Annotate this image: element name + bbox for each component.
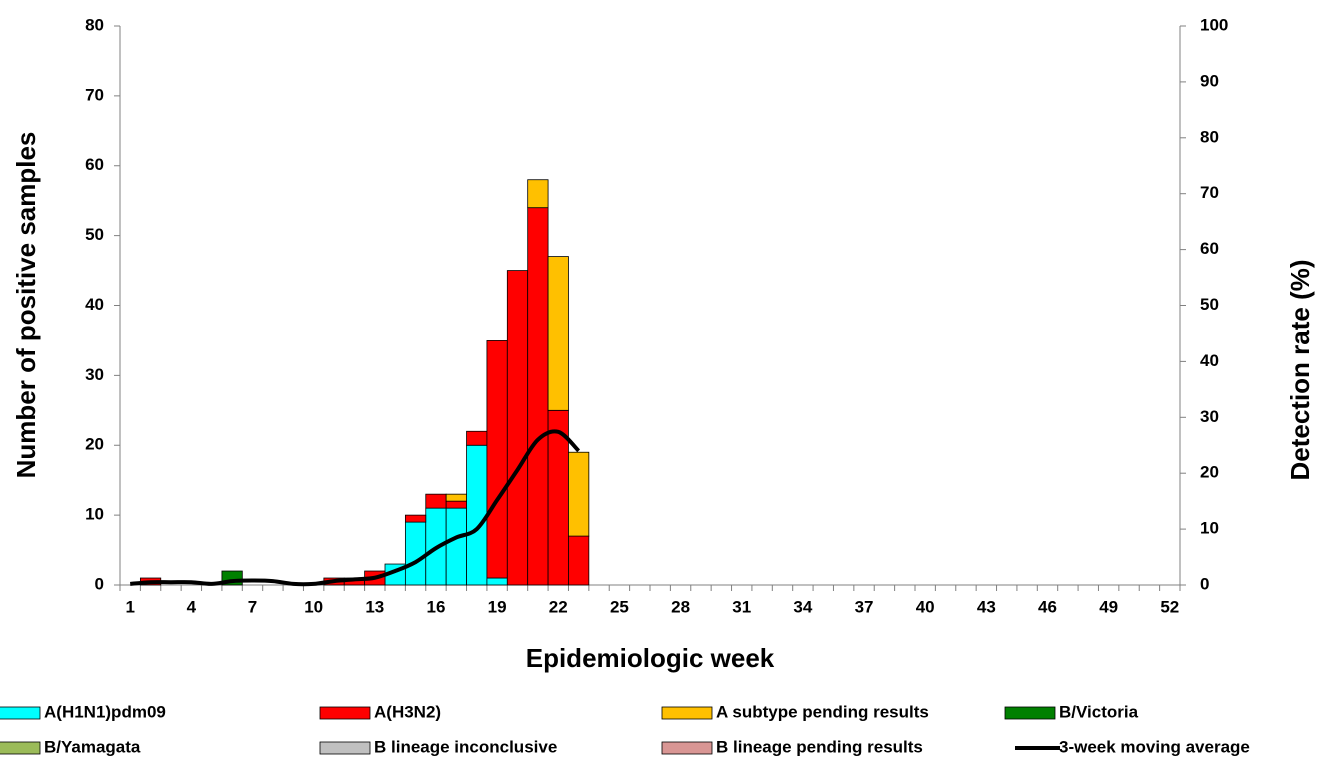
y2-tick-label: 90 bbox=[1200, 71, 1219, 90]
bar bbox=[568, 535, 590, 586]
legend-swatch bbox=[0, 706, 41, 720]
x-tick-label: 19 bbox=[488, 597, 507, 616]
y-tick-label: 50 bbox=[85, 225, 104, 244]
x-tick-label: 40 bbox=[916, 597, 935, 616]
y-tick-label: 80 bbox=[85, 15, 104, 34]
bar bbox=[506, 270, 529, 586]
x-tick-label: 43 bbox=[977, 597, 996, 616]
legend-label: A(H3N2) bbox=[374, 702, 441, 721]
x-tick-label: 1 bbox=[125, 597, 134, 616]
legend-swatch bbox=[661, 741, 713, 755]
x-tick-label: 10 bbox=[304, 597, 323, 616]
x-tick-label: 46 bbox=[1038, 597, 1057, 616]
bar bbox=[486, 340, 508, 579]
y2-tick-label: 60 bbox=[1200, 239, 1219, 258]
line bbox=[130, 429, 581, 587]
x-tick-label: 31 bbox=[732, 597, 751, 616]
bar bbox=[466, 430, 488, 446]
y2-tick-label: 10 bbox=[1200, 519, 1219, 538]
bar bbox=[486, 577, 508, 586]
y2-tick-label: 70 bbox=[1200, 183, 1219, 202]
y2-tick-label: 50 bbox=[1200, 295, 1219, 314]
y-tick-label: 20 bbox=[85, 435, 104, 454]
x-tick-label: 52 bbox=[1160, 597, 1179, 616]
bar bbox=[547, 256, 569, 411]
y-tick-label: 10 bbox=[85, 505, 104, 524]
x-tick-label: 28 bbox=[671, 597, 690, 616]
y-tick-label: 0 bbox=[95, 574, 104, 593]
legend-swatch bbox=[319, 706, 371, 720]
x-tick-label: 13 bbox=[365, 597, 384, 616]
legend-label: B/Victoria bbox=[1059, 702, 1139, 721]
legend-label: B lineage pending results bbox=[716, 737, 923, 756]
legend-label: 3-week moving average bbox=[1059, 737, 1250, 756]
y2-tick-label: 100 bbox=[1200, 15, 1228, 34]
legend-swatch bbox=[319, 741, 371, 755]
y2-tick-label: 20 bbox=[1200, 463, 1219, 482]
x-tick-label: 22 bbox=[549, 597, 568, 616]
legend-swatch bbox=[1004, 706, 1056, 720]
x-tick-label: 37 bbox=[855, 597, 874, 616]
bar bbox=[527, 207, 549, 586]
x-tick-label: 7 bbox=[248, 597, 257, 616]
bar bbox=[425, 493, 447, 509]
y2-tick-label: 40 bbox=[1200, 351, 1219, 370]
bar bbox=[527, 179, 549, 209]
y-tick-label: 30 bbox=[85, 365, 104, 384]
bar bbox=[568, 451, 590, 537]
y-tick-label: 40 bbox=[85, 295, 104, 314]
bar bbox=[404, 521, 427, 586]
y2-tick-label: 0 bbox=[1200, 574, 1209, 593]
y-tick-label: 60 bbox=[85, 155, 104, 174]
legend-label: A(H1N1)pdm09 bbox=[44, 702, 166, 721]
x-tick-label: 16 bbox=[427, 597, 446, 616]
bar bbox=[445, 493, 467, 502]
bar bbox=[404, 514, 427, 523]
legend-label: B lineage inconclusive bbox=[374, 737, 557, 756]
y-axis-title: Number of positive samples bbox=[11, 132, 41, 479]
legend-label: B/Yamagata bbox=[44, 737, 141, 756]
x-tick-label: 4 bbox=[187, 597, 197, 616]
bar bbox=[466, 444, 488, 586]
x-tick-label: 25 bbox=[610, 597, 629, 616]
legend-swatch bbox=[0, 741, 41, 755]
y-tick-label: 70 bbox=[85, 85, 104, 104]
x-tick-label: 34 bbox=[793, 597, 812, 616]
y2-tick-label: 30 bbox=[1200, 407, 1219, 426]
legend-swatch bbox=[661, 706, 713, 720]
bar bbox=[445, 507, 467, 586]
bar bbox=[445, 500, 467, 509]
x-axis-title: Epidemiologic week bbox=[526, 643, 775, 673]
y2-axis-title: Detection rate (%) bbox=[1285, 259, 1315, 480]
legend-label: A subtype pending results bbox=[716, 702, 929, 721]
x-tick-label: 49 bbox=[1099, 597, 1118, 616]
y2-tick-label: 80 bbox=[1200, 127, 1219, 146]
